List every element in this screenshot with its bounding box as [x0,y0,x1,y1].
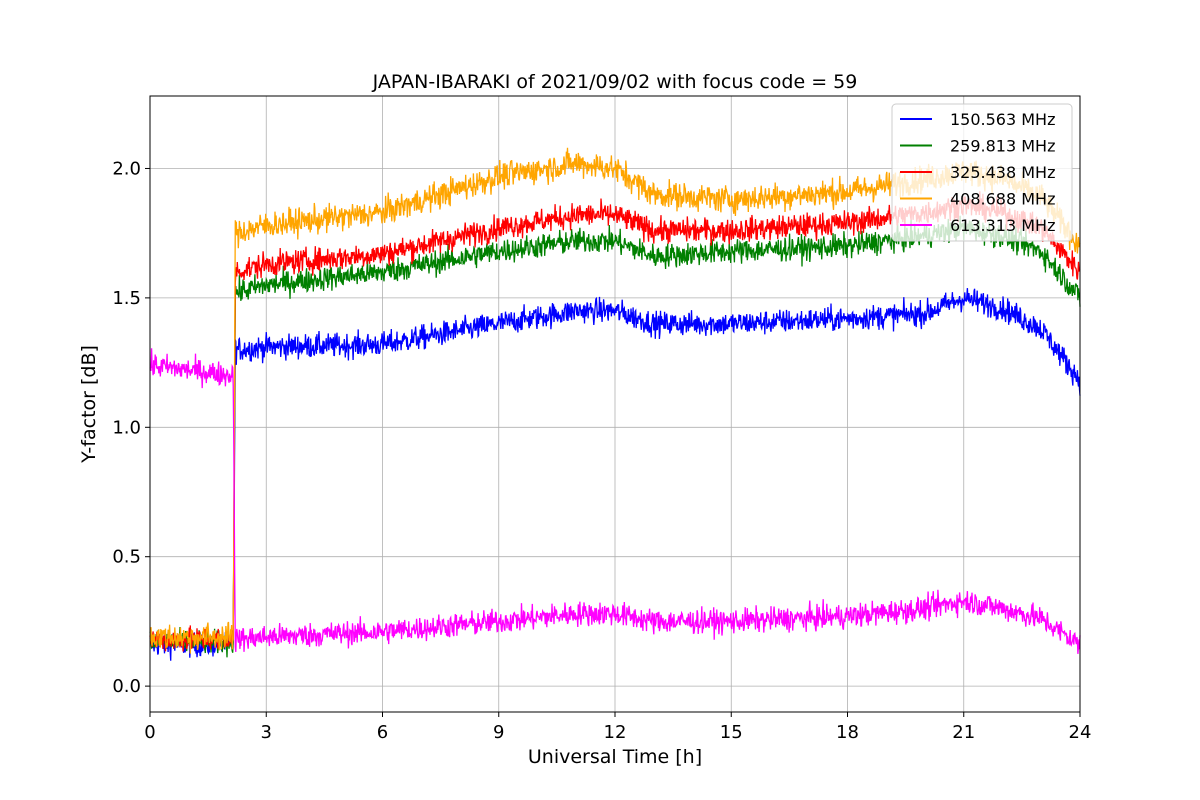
series-line [149,348,1081,654]
axis-ticks: 0 3 6 9 12 15 18 21 24 0.0 0.5 1.0 1.5 2.0 [112,158,1091,743]
legend-label: 150.563 MHz [950,110,1055,129]
chart-title: JAPAN-IBARAKI of 2021/09/02 with focus c… [372,71,858,93]
legend-box [891,103,1073,242]
x-tick-label: 12 [604,722,627,743]
y-tick-label: 0.0 [112,676,141,697]
x-tick-label: 15 [720,722,743,743]
legend-label: 259.813 MHz [950,137,1055,156]
y-tick-label: 2.0 [112,158,141,179]
x-tick-label: 18 [836,722,859,743]
y-tick-label: 1.0 [112,417,141,438]
x-tick-label: 3 [261,722,272,743]
y-tick-label: 1.5 [112,288,141,309]
legend-label: 325.438 MHz [950,163,1055,182]
x-tick-label: 0 [144,722,155,743]
legend-label: 408.688 MHz [950,190,1055,209]
x-tick-label: 21 [952,722,975,743]
x-axis-label: Universal Time [h] [528,746,702,768]
x-tick-label: 6 [377,722,388,743]
legend: 150.563 MHz 259.813 MHz 325.438 MHz 408.688… [891,103,1073,242]
legend-label: 613.313 MHz [950,216,1055,235]
series-line [149,288,1081,661]
x-tick-label: 24 [1069,722,1092,743]
x-tick-label: 9 [493,722,504,743]
y-axis-label: Y-factor [dB] [78,345,100,464]
y-tick-label: 0.5 [112,547,141,568]
